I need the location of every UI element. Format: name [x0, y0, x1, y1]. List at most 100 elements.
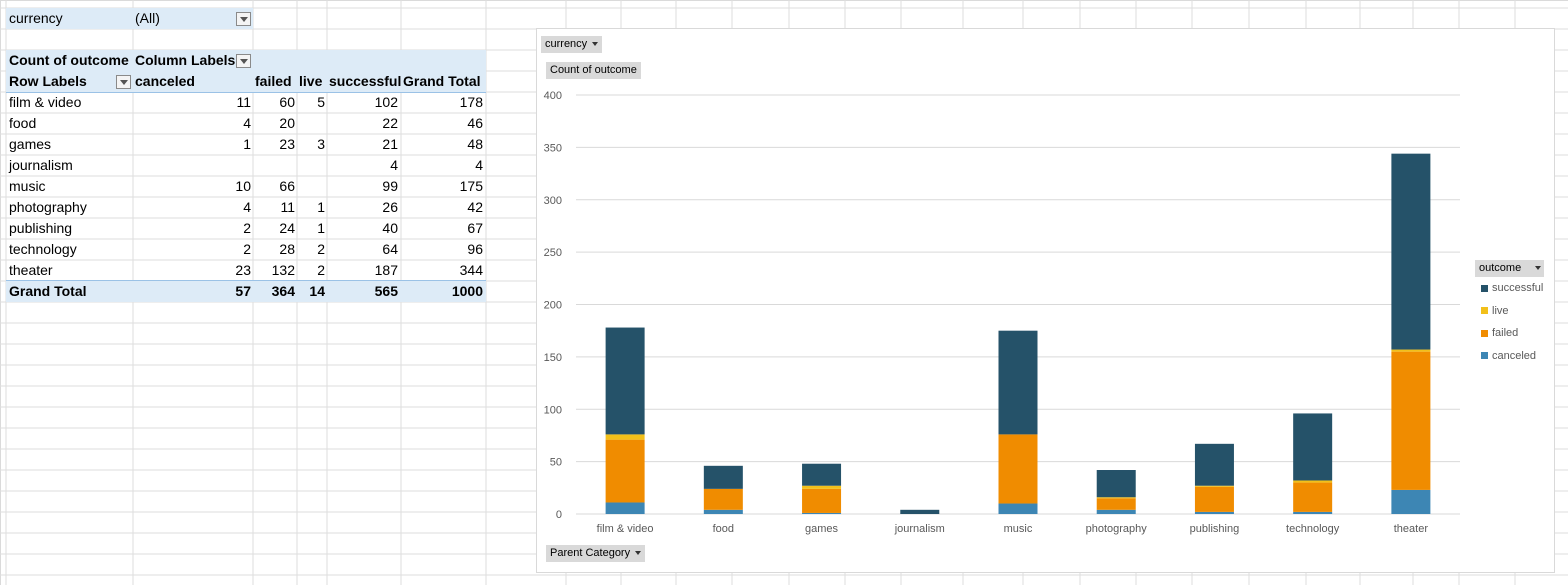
cell-total: 46: [467, 115, 483, 131]
bar-canceled[interactable]: [1194, 511, 1234, 514]
legend-label: live: [1492, 304, 1509, 317]
cell-canceled: 11: [236, 94, 251, 110]
bar-failed[interactable]: [1293, 482, 1333, 512]
chart-values-label: Count of outcome: [550, 64, 637, 76]
y-tick-label: 400: [544, 90, 562, 102]
cell-live: 2: [317, 262, 325, 278]
legend-swatch: [1481, 307, 1488, 315]
bar-failed[interactable]: [998, 434, 1038, 504]
col-header-failed: failed: [255, 73, 292, 89]
bar-successful[interactable]: [900, 509, 940, 514]
bar-live[interactable]: [605, 434, 645, 440]
y-tick-label: 100: [544, 404, 562, 416]
row-label[interactable]: journalism: [9, 157, 73, 173]
bar-successful[interactable]: [703, 465, 743, 489]
row-label[interactable]: technology: [9, 241, 77, 257]
grand-total-successful: 565: [374, 283, 398, 299]
row-label[interactable]: film & video: [9, 94, 82, 110]
cell-failed: 60: [279, 94, 295, 110]
bar-canceled[interactable]: [998, 503, 1038, 514]
legend-item-successful[interactable]: successful: [1481, 281, 1543, 295]
column-labels-header: Column Labels: [135, 52, 236, 68]
grand-total-band: [6, 281, 486, 302]
bar-successful[interactable]: [802, 463, 842, 486]
y-tick-label: 150: [544, 352, 562, 364]
legend-item-live[interactable]: live: [1481, 304, 1509, 318]
chart-axis-field-label: Parent Category: [550, 547, 631, 559]
chart-values-button[interactable]: Count of outcome: [546, 62, 641, 79]
cell-canceled: 10: [235, 178, 251, 194]
chevron-down-icon: [592, 42, 599, 47]
cell-successful: 21: [382, 136, 398, 152]
legend-item-failed[interactable]: failed: [1481, 326, 1518, 340]
bar-failed[interactable]: [1391, 351, 1431, 490]
bar-canceled[interactable]: [802, 512, 842, 514]
row-label[interactable]: music: [9, 178, 46, 194]
legend-label: canceled: [1492, 349, 1537, 362]
cell-failed: 132: [271, 262, 295, 278]
y-tick-label: 0: [556, 509, 562, 521]
bar-successful[interactable]: [1194, 443, 1234, 486]
bar-successful[interactable]: [605, 327, 645, 435]
bar-live[interactable]: [1096, 497, 1136, 499]
col-header-successful: successful: [329, 73, 402, 89]
cell-successful: 4: [390, 157, 398, 173]
chart-currency-filter-button[interactable]: currency: [541, 36, 603, 53]
bar-live[interactable]: [1391, 349, 1431, 352]
legend-label: failed: [1492, 327, 1519, 339]
bar-canceled[interactable]: [703, 509, 743, 514]
legend-item-canceled[interactable]: canceled: [1481, 349, 1536, 363]
bar-canceled[interactable]: [1391, 489, 1431, 514]
cell-total: 178: [459, 94, 483, 110]
row-label[interactable]: publishing: [9, 220, 73, 236]
bar-canceled[interactable]: [1096, 509, 1136, 514]
bar-successful[interactable]: [1096, 470, 1136, 498]
bar-canceled[interactable]: [1293, 511, 1333, 514]
grand-total-label: Grand Total: [9, 283, 87, 299]
value-field-label[interactable]: Count of outcome: [9, 52, 129, 68]
cell-live: 1: [317, 220, 325, 236]
chart-axis-field-button[interactable]: Parent Category: [546, 545, 646, 562]
chevron-down-icon: [635, 551, 642, 556]
chart-currency-label: currency: [545, 38, 588, 50]
cell-total: 344: [459, 262, 483, 278]
filter-dropdown-icon[interactable]: [236, 12, 251, 26]
column-labels-dropdown-icon[interactable]: [236, 54, 251, 68]
legend-label: successful: [1492, 282, 1544, 294]
cell-total: 96: [467, 241, 483, 257]
pivot-chart[interactable]: currency Count of outcome Parent Categor…: [536, 28, 1555, 573]
bar-failed[interactable]: [605, 439, 645, 503]
bar-successful[interactable]: [1293, 413, 1333, 481]
x-tick-label: theater: [1394, 523, 1429, 535]
cell-failed: 23: [279, 136, 295, 152]
bar-live[interactable]: [1293, 480, 1333, 483]
row-label[interactable]: food: [9, 115, 37, 131]
cell-failed: 11: [280, 199, 295, 215]
filter-value[interactable]: (All): [135, 10, 160, 26]
bar-live[interactable]: [1194, 485, 1234, 487]
bar-successful[interactable]: [998, 330, 1038, 435]
bar-live[interactable]: [802, 485, 842, 489]
bar-successful[interactable]: [1391, 153, 1431, 350]
row-label[interactable]: games: [9, 136, 52, 152]
row-label[interactable]: photography: [9, 199, 87, 215]
cell-total: 42: [467, 199, 483, 215]
bar-failed[interactable]: [1194, 486, 1234, 512]
row-labels-dropdown-icon[interactable]: [116, 75, 131, 89]
row-labels-header: Row Labels: [9, 73, 87, 89]
cell-failed: 66: [279, 178, 295, 194]
chart-legend-field-button[interactable]: outcome: [1475, 260, 1544, 277]
grand-total-live: 14: [309, 283, 325, 299]
cell-failed: [255, 155, 295, 176]
cell-live: 1: [317, 199, 325, 215]
col-header-live: live: [299, 73, 323, 89]
cell-total: 175: [459, 178, 483, 194]
x-tick-label: film & video: [597, 523, 654, 535]
y-tick-label: 50: [550, 457, 562, 469]
row-label[interactable]: theater: [9, 262, 53, 278]
bar-failed[interactable]: [802, 488, 842, 513]
bar-failed[interactable]: [703, 488, 743, 510]
bar-canceled[interactable]: [605, 502, 645, 514]
chart-plot-area: 0 50 100 150 200 250 300 350 400 film & video food…: [544, 90, 1460, 535]
bar-failed[interactable]: [1096, 498, 1136, 510]
